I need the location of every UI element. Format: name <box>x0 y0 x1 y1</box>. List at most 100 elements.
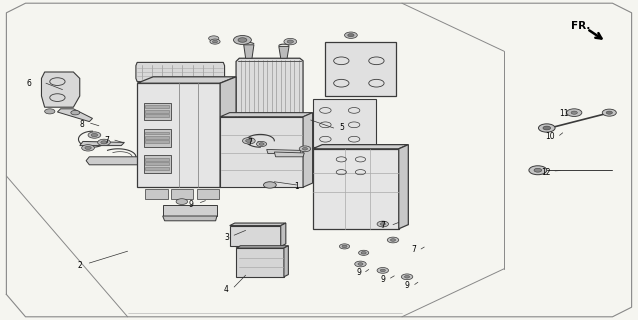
Polygon shape <box>220 117 303 187</box>
Circle shape <box>71 110 80 115</box>
Circle shape <box>256 141 267 147</box>
Polygon shape <box>145 110 169 113</box>
Circle shape <box>538 124 555 132</box>
Polygon shape <box>145 189 168 199</box>
Polygon shape <box>136 62 225 82</box>
Circle shape <box>606 111 612 114</box>
Polygon shape <box>137 77 236 83</box>
Text: 7: 7 <box>380 221 385 230</box>
Circle shape <box>210 39 220 44</box>
Text: 10: 10 <box>545 132 555 141</box>
Polygon shape <box>163 216 217 221</box>
Circle shape <box>390 239 396 241</box>
Circle shape <box>543 126 551 130</box>
Circle shape <box>401 274 413 280</box>
Text: 7: 7 <box>105 136 110 145</box>
Circle shape <box>176 199 188 204</box>
Polygon shape <box>230 226 281 246</box>
Polygon shape <box>284 246 288 277</box>
Text: 11: 11 <box>560 109 568 118</box>
Polygon shape <box>313 145 408 149</box>
Circle shape <box>342 245 347 248</box>
Polygon shape <box>144 103 171 120</box>
Circle shape <box>91 133 98 137</box>
Circle shape <box>355 261 366 267</box>
Circle shape <box>287 40 293 43</box>
Circle shape <box>299 146 311 152</box>
Polygon shape <box>325 42 396 96</box>
Circle shape <box>234 36 251 44</box>
Circle shape <box>263 182 276 188</box>
Text: 9: 9 <box>189 200 194 209</box>
Polygon shape <box>137 83 220 187</box>
Text: 1: 1 <box>294 182 299 191</box>
Polygon shape <box>144 155 171 173</box>
Polygon shape <box>274 152 304 157</box>
Circle shape <box>358 263 363 265</box>
Circle shape <box>404 276 410 278</box>
Polygon shape <box>313 149 399 229</box>
Text: 3: 3 <box>224 233 229 242</box>
Circle shape <box>85 146 91 149</box>
Polygon shape <box>197 189 219 199</box>
Circle shape <box>345 32 357 38</box>
Polygon shape <box>145 132 169 134</box>
Polygon shape <box>145 114 169 117</box>
Polygon shape <box>303 113 313 187</box>
Circle shape <box>339 244 350 249</box>
Polygon shape <box>86 157 140 165</box>
Polygon shape <box>220 113 313 117</box>
Polygon shape <box>163 205 217 216</box>
Circle shape <box>380 223 385 225</box>
Text: 6: 6 <box>27 79 32 88</box>
Polygon shape <box>57 109 93 122</box>
Circle shape <box>529 166 547 175</box>
Text: 7: 7 <box>411 245 416 254</box>
Circle shape <box>284 38 297 45</box>
Polygon shape <box>399 145 408 229</box>
Text: 9: 9 <box>356 268 361 277</box>
Circle shape <box>387 237 399 243</box>
Polygon shape <box>330 149 376 179</box>
Polygon shape <box>145 162 169 165</box>
Text: 12: 12 <box>541 168 550 177</box>
Polygon shape <box>171 189 193 199</box>
Text: 5: 5 <box>339 124 344 132</box>
Polygon shape <box>145 136 169 139</box>
Polygon shape <box>236 246 288 248</box>
Circle shape <box>534 168 542 172</box>
Text: 4: 4 <box>224 285 229 294</box>
Circle shape <box>361 252 366 254</box>
Circle shape <box>212 40 218 43</box>
Polygon shape <box>236 248 284 277</box>
Text: 9: 9 <box>404 281 410 290</box>
Polygon shape <box>236 58 303 117</box>
Circle shape <box>98 139 110 146</box>
Text: FR.: FR. <box>571 21 590 31</box>
Circle shape <box>380 269 385 272</box>
Circle shape <box>209 36 219 41</box>
Circle shape <box>101 141 107 144</box>
Polygon shape <box>145 140 169 143</box>
Circle shape <box>359 250 369 255</box>
Polygon shape <box>145 158 169 161</box>
Polygon shape <box>313 99 376 147</box>
Circle shape <box>571 111 577 114</box>
Text: 7: 7 <box>248 138 253 147</box>
Polygon shape <box>144 129 171 147</box>
Polygon shape <box>145 167 169 170</box>
Circle shape <box>602 109 616 116</box>
Polygon shape <box>279 46 289 58</box>
Text: 8: 8 <box>79 120 84 129</box>
Circle shape <box>567 109 582 116</box>
Text: 2: 2 <box>77 261 82 270</box>
Circle shape <box>377 221 389 227</box>
Circle shape <box>246 139 252 142</box>
Polygon shape <box>80 141 124 146</box>
Circle shape <box>259 143 264 145</box>
Text: 9: 9 <box>380 275 385 284</box>
Circle shape <box>82 145 94 151</box>
Circle shape <box>377 268 389 273</box>
Polygon shape <box>220 77 236 187</box>
Circle shape <box>242 138 255 144</box>
